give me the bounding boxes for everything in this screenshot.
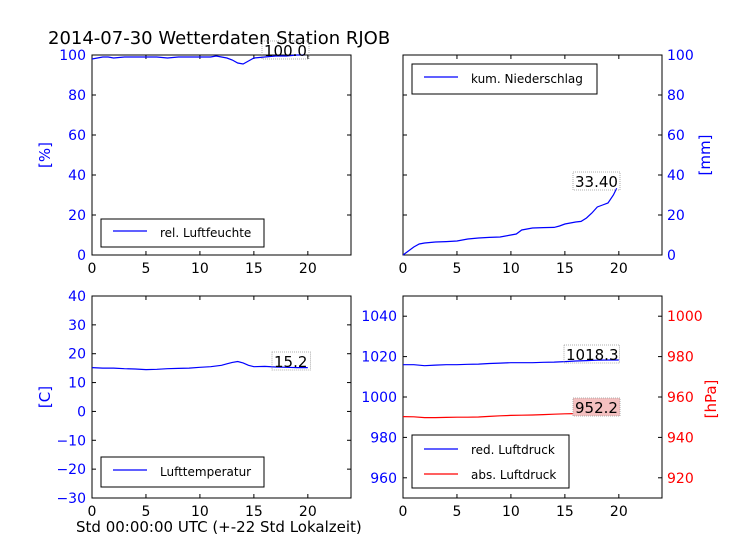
x-tick-label: 15 xyxy=(245,261,263,277)
x-tick-label: 15 xyxy=(556,261,574,277)
x-tick-label: 15 xyxy=(245,504,263,520)
x-tick-label: 5 xyxy=(141,504,150,520)
x-tick-label: 5 xyxy=(452,261,461,277)
y-tick-label: −30 xyxy=(56,491,86,507)
y-tick-label: 60 xyxy=(68,128,86,144)
x-tick-label: 20 xyxy=(299,504,317,520)
y-tick-label: 980 xyxy=(370,430,397,446)
x-tick-label: 0 xyxy=(399,504,408,520)
data-label-box xyxy=(563,344,620,364)
y-tick-label: 1020 xyxy=(361,350,397,366)
y-tick-label: 20 xyxy=(667,208,685,224)
x-tick-label: 10 xyxy=(502,261,520,277)
x-tick-label: 5 xyxy=(141,261,150,277)
series-line xyxy=(403,187,618,256)
series-line xyxy=(403,359,619,367)
y-tick-label: 0 xyxy=(77,248,86,264)
data-label-box xyxy=(261,40,310,60)
x-axis-label: Std 00:00:00 UTC (+-22 Std Lokalzeit) xyxy=(76,518,362,536)
y-tick-label: 40 xyxy=(68,168,86,184)
x-tick-label: 0 xyxy=(88,504,97,520)
plot-frame xyxy=(402,54,663,256)
legend-box xyxy=(411,63,598,95)
legend-entry: rel. Luftfeuchte xyxy=(160,226,251,240)
plot-frame xyxy=(91,54,352,256)
y-right-tick-label: 1000 xyxy=(667,309,703,325)
y-tick-label: 20 xyxy=(68,208,86,224)
data-label: 100.0 xyxy=(264,42,307,60)
legend-box xyxy=(100,456,265,488)
chart-title: 2014-07-30 Wetterdaten Station RJOB xyxy=(48,28,390,49)
x-tick-label: 5 xyxy=(452,504,461,520)
y-tick-label: 20 xyxy=(68,347,86,363)
subplot-temperature: 0 5 10 15 20 −30 −20 −10 0 10 20 30 40 [C] 15.2 Lufttem… xyxy=(36,289,352,520)
legend-entry: abs. Luftdruck xyxy=(471,468,556,482)
y-tick-label: 10 xyxy=(68,376,86,392)
y-axis-label: [%] xyxy=(36,142,54,168)
series-line xyxy=(92,360,308,371)
y-right-axis-label: [hPa] xyxy=(702,380,720,419)
y-tick-label: 0 xyxy=(77,404,86,420)
subplot-precip: 0 5 10 15 20 0 20 40 60 80 100 [mm] 33.40 kum. Nieder… xyxy=(399,48,714,277)
x-tick-label: 10 xyxy=(502,504,520,520)
x-tick-label: 15 xyxy=(556,504,574,520)
y-tick-label: 100 xyxy=(59,48,86,64)
data-label: 15.2 xyxy=(274,353,307,371)
y-right-tick-label: 940 xyxy=(667,430,694,446)
legend-box xyxy=(100,218,265,248)
data-label-box xyxy=(572,397,621,417)
y-tick-label: 100 xyxy=(667,48,694,64)
y-tick-label: 1040 xyxy=(361,309,397,325)
x-tick-label: 20 xyxy=(610,261,628,277)
y-right-tick-label: 960 xyxy=(667,390,694,406)
y-right-tick-label: 980 xyxy=(667,350,694,366)
y-tick-label: 60 xyxy=(667,128,685,144)
y-tick-label: 960 xyxy=(370,471,397,487)
x-tick-label: 0 xyxy=(88,261,97,277)
legend-entry: Lufttemperatur xyxy=(160,465,251,479)
data-label-box xyxy=(572,171,621,191)
x-tick-label: 0 xyxy=(399,261,408,277)
data-label: 33.40 xyxy=(575,173,618,191)
x-tick-label: 20 xyxy=(299,261,317,277)
y-axis-label: [mm] xyxy=(696,135,714,176)
legend-entry: kum. Niederschlag xyxy=(471,72,583,86)
y-right-tick-label: 920 xyxy=(667,471,694,487)
series-line xyxy=(92,54,305,65)
y-tick-label: 80 xyxy=(667,88,685,104)
y-tick-label: 80 xyxy=(68,88,86,104)
data-label: 952.2 xyxy=(575,399,618,417)
y-tick-label: −10 xyxy=(56,433,86,449)
y-tick-label: 0 xyxy=(667,248,676,264)
x-tick-label: 20 xyxy=(610,504,628,520)
y-axis-label: [C] xyxy=(36,386,54,408)
plot-frame xyxy=(91,295,352,499)
y-tick-label: 40 xyxy=(667,168,685,184)
data-label: 1018.3 xyxy=(566,346,619,364)
legend-entry: red. Luftdruck xyxy=(471,443,555,457)
legend-box xyxy=(411,434,570,489)
y-tick-label: 30 xyxy=(68,318,86,334)
y-tick-label: −20 xyxy=(56,462,86,478)
subplot-pressure: 0 5 10 15 20 960 980 1000 1020 1040 920 940 960 980 10… xyxy=(361,295,720,520)
x-tick-label: 10 xyxy=(191,504,209,520)
x-tick-label: 10 xyxy=(191,261,209,277)
y-tick-label: 40 xyxy=(68,289,86,305)
subplot-humidity: 0 5 10 15 20 0 20 40 60 80 100 [%] 100.0 rel. Luftfeu… xyxy=(36,40,352,277)
y-tick-label: 1000 xyxy=(361,390,397,406)
